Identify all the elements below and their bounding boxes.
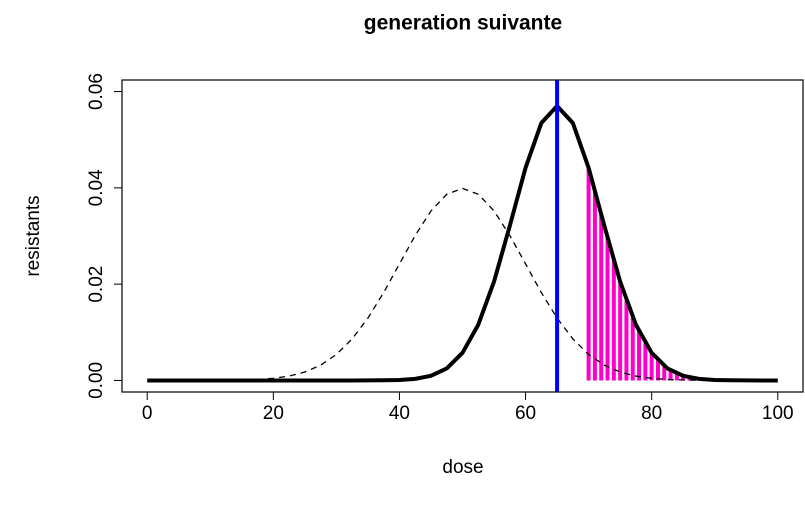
x-tick-label: 100 (762, 403, 794, 424)
y-tick-label: 0.06 (86, 73, 107, 110)
x-tick-label: 60 (515, 403, 536, 424)
y-tick-label: 0.00 (86, 362, 107, 399)
chart-title: generation suivante (364, 12, 562, 35)
x-tick-label: 0 (142, 403, 153, 424)
line (147, 104, 778, 383)
y-axis-label: resistants (23, 195, 44, 276)
y-tick-label: 0.04 (86, 169, 107, 206)
plot-frame (121, 79, 804, 393)
x-tick-label: 20 (263, 403, 284, 424)
line (147, 187, 778, 382)
y-tick-label: 0.02 (86, 266, 107, 303)
x-axis-label: dose (442, 457, 483, 478)
x-tick-label: 80 (641, 403, 662, 424)
x-tick-label: 40 (389, 403, 410, 424)
